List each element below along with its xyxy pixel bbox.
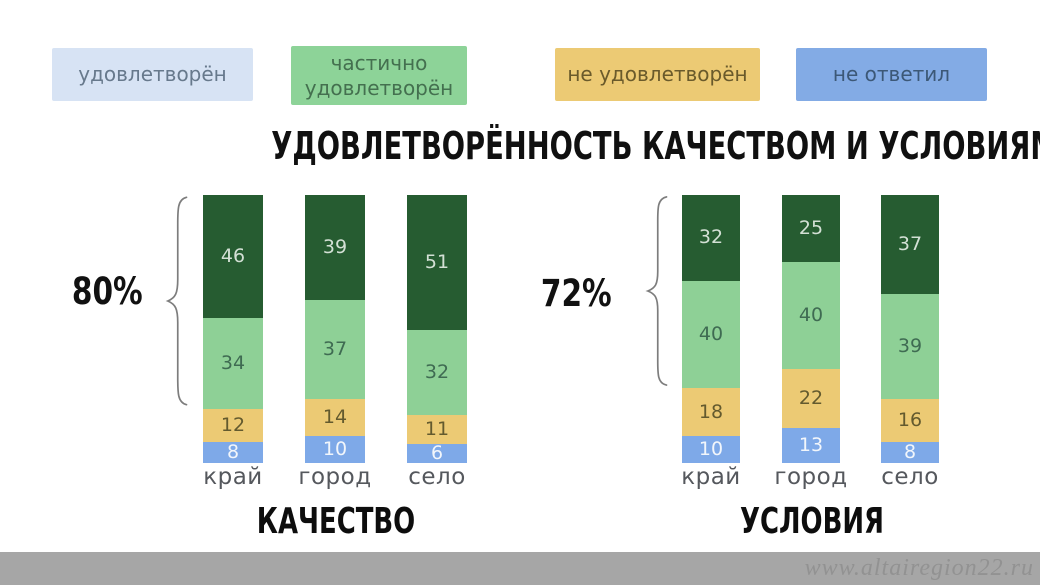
bar-segment-no-answer: 10	[305, 436, 365, 463]
bar-segment-not-satisfied: 22	[782, 369, 840, 429]
legend-item-not-satisfied: не удовлетворён	[555, 48, 760, 101]
legend-label: не ответил	[832, 62, 951, 86]
bar-segment-not-satisfied: 11	[407, 414, 467, 444]
group-title-quality: КАЧЕСТВО	[256, 501, 416, 542]
category-label-selo: село	[881, 464, 939, 490]
stacked-bar-quality-gorod: 39 37 14 10	[305, 195, 365, 463]
bar-segment-partially: 40	[682, 280, 740, 388]
bar-segment-not-satisfied: 16	[881, 398, 939, 442]
bar-segment-partially: 39	[881, 294, 939, 399]
bar-segment-satisfied: 39	[305, 195, 365, 300]
bar-segment-partially: 37	[305, 299, 365, 399]
stacked-bar-conditions-selo: 37 39 16 8	[881, 195, 939, 463]
stacked-bar-conditions-gorod: 25 40 22 13	[782, 195, 840, 463]
bar-segment-no-answer: 13	[782, 428, 840, 463]
bar-segment-no-answer: 8	[881, 441, 939, 463]
conditions-top2-percent-annotation: 72%	[540, 272, 612, 315]
legend-item-no-answer: не ответил	[796, 48, 987, 101]
legend-label: частично удовлетворён	[304, 50, 454, 100]
legend-label: не удовлетворён	[567, 62, 748, 86]
category-label-gorod: город	[774, 464, 848, 490]
bar-segment-partially: 32	[407, 330, 467, 415]
bar-segment-satisfied: 51	[407, 195, 467, 331]
page-title: УДОВЛЕТВОРЁННОСТЬ КАЧЕСТВОМ И УСЛОВИЯМИ …	[271, 124, 1040, 168]
group-title-conditions: УСЛОВИЯ	[740, 501, 884, 542]
watermark-url: www.altairegion22.ru	[804, 555, 1034, 581]
curly-brace-conditions	[642, 193, 670, 389]
footer-bar: www.altairegion22.ru	[0, 552, 1040, 585]
category-label-selo: село	[408, 464, 466, 490]
bar-segment-satisfied: 25	[782, 195, 840, 262]
bar-segment-partially: 40	[782, 262, 840, 370]
bar-segment-partially: 34	[203, 318, 263, 410]
stacked-bar-quality-selo: 51 32 11 6	[407, 195, 467, 463]
bar-segment-satisfied: 37	[881, 195, 939, 295]
bar-segment-not-satisfied: 18	[682, 387, 740, 437]
category-label-krai: край	[681, 464, 741, 490]
bar-segment-no-answer: 6	[407, 444, 467, 463]
legend-item-satisfied: удовлетворён	[52, 48, 253, 101]
bar-segment-not-satisfied: 12	[203, 409, 263, 442]
category-label-gorod: город	[298, 464, 372, 490]
category-label-krai: край	[203, 464, 263, 490]
bar-segment-not-satisfied: 14	[305, 398, 365, 437]
bar-segment-no-answer: 8	[203, 441, 263, 463]
curly-brace-quality	[162, 193, 190, 409]
legend-item-partially-satisfied: частично удовлетворён	[291, 46, 467, 105]
quality-top2-percent-annotation: 80%	[71, 270, 143, 313]
bar-segment-satisfied: 46	[203, 195, 263, 319]
stacked-bar-conditions-krai: 32 40 18 10	[682, 195, 740, 463]
stacked-bar-quality-krai: 46 34 12 8	[203, 195, 263, 463]
bar-segment-satisfied: 32	[682, 195, 740, 281]
bar-segment-no-answer: 10	[682, 436, 740, 463]
legend-label: удовлетворён	[78, 62, 227, 86]
